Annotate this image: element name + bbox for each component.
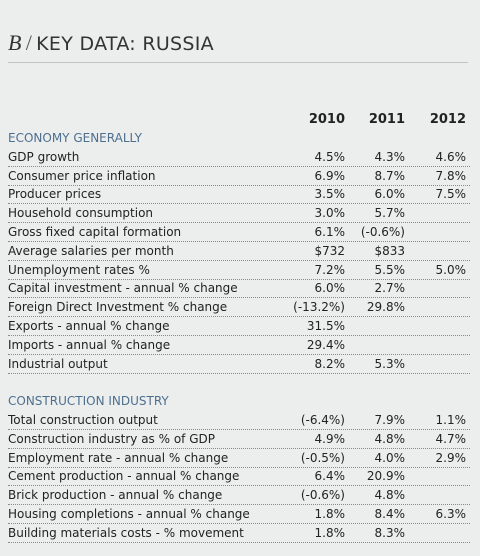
row-label: Gross fixed capital formation bbox=[8, 225, 182, 239]
cell: 4.0% bbox=[374, 450, 406, 465]
title-letter: B bbox=[8, 30, 22, 55]
cell: 4.6% bbox=[435, 149, 467, 164]
row-label: Total construction output bbox=[8, 413, 158, 427]
row-rule bbox=[8, 185, 470, 205]
row-rule bbox=[8, 524, 470, 543]
cell: 5.0% bbox=[435, 262, 467, 277]
cell: 4.3% bbox=[374, 149, 406, 164]
cell: 5.3% bbox=[374, 356, 406, 371]
column-header: 2010 bbox=[308, 112, 345, 127]
cell: 8.2% bbox=[314, 356, 346, 371]
row-label: Average salaries per month bbox=[8, 243, 174, 258]
cell: (-0.5%) bbox=[300, 450, 345, 465]
cell: 20.9% bbox=[366, 469, 405, 484]
row-rule bbox=[8, 148, 470, 167]
cell: 6.0% bbox=[374, 187, 406, 202]
row-rule bbox=[8, 355, 470, 374]
section-heading: ECONOMY GENERALLY bbox=[8, 131, 142, 145]
cell: 31.5% bbox=[306, 319, 345, 333]
cell: (-0.6%) bbox=[300, 488, 345, 503]
row-rule bbox=[8, 505, 470, 524]
row-rule bbox=[8, 242, 470, 261]
cell: 8.4% bbox=[374, 507, 406, 521]
cell: 5.7% bbox=[374, 206, 406, 221]
section-heading: CONSTRUCTION INDUSTRY bbox=[8, 394, 169, 409]
row-label: Unemployment rates % bbox=[8, 262, 150, 277]
row-rule bbox=[8, 467, 470, 487]
row-label: Foreign Direct Investment % change bbox=[8, 300, 228, 315]
row-rule bbox=[8, 430, 470, 449]
row-rule bbox=[8, 449, 470, 468]
cell: 7.5% bbox=[435, 187, 467, 202]
row-label: Housing completions - annual % change bbox=[8, 507, 250, 521]
row-label: Industrial output bbox=[8, 356, 108, 371]
cell: 29.4% bbox=[306, 337, 345, 352]
cell: 3.5% bbox=[314, 187, 346, 202]
cell: (-0.6%) bbox=[360, 225, 405, 239]
row-label: GDP growth bbox=[8, 149, 80, 164]
row-label: Construction industry as % of GDP bbox=[8, 431, 215, 446]
cell: 6.4% bbox=[314, 469, 346, 484]
column-header: 2011 bbox=[368, 112, 405, 127]
row-rule bbox=[8, 411, 470, 430]
cell: 2.7% bbox=[374, 281, 406, 296]
cell: 3.0% bbox=[314, 206, 346, 221]
row-label: Exports - annual % change bbox=[8, 319, 170, 333]
row-label: Employment rate - annual % change bbox=[8, 450, 229, 465]
row-rule bbox=[8, 336, 470, 355]
cell: 1.1% bbox=[435, 413, 467, 427]
cell: 6.0% bbox=[314, 281, 346, 296]
cell: 6.3% bbox=[435, 507, 467, 521]
title-rule bbox=[8, 62, 468, 63]
cell: $833 bbox=[374, 243, 405, 258]
cell: 1.8% bbox=[314, 507, 346, 521]
cell: 1.8% bbox=[314, 525, 346, 540]
row-label: Capital investment - annual % change bbox=[8, 281, 238, 296]
row-label: Producer prices bbox=[8, 187, 102, 202]
cell: 6.1% bbox=[314, 225, 346, 239]
cell: 4.8% bbox=[374, 488, 406, 503]
cell: 6.9% bbox=[314, 168, 346, 183]
row-label: Building materials costs - % movement bbox=[8, 525, 244, 540]
title-separator: / bbox=[25, 30, 33, 55]
cell: 5.5% bbox=[374, 262, 406, 277]
cell: 7.8% bbox=[435, 168, 467, 183]
cell: 4.9% bbox=[314, 431, 346, 446]
column-header: 2012 bbox=[429, 112, 466, 127]
cell: (-13.2%) bbox=[293, 300, 345, 315]
cell: 4.7% bbox=[435, 431, 467, 446]
cell: 4.8% bbox=[374, 431, 406, 446]
row-rule bbox=[8, 167, 470, 186]
cell: 8.3% bbox=[374, 525, 406, 540]
row-label: Imports - annual % change bbox=[8, 337, 171, 352]
row-label: Brick production - annual % change bbox=[8, 488, 223, 503]
cell: $732 bbox=[314, 243, 345, 258]
cell: 7.2% bbox=[314, 262, 346, 277]
row-label: Household consumption bbox=[8, 206, 154, 221]
row-rule bbox=[8, 279, 470, 299]
title-text: KEY DATA: RUSSIA bbox=[36, 33, 214, 55]
row-rule bbox=[8, 223, 470, 242]
title: B / KEY DATA: RUSSIA bbox=[8, 30, 214, 56]
row-rule bbox=[8, 261, 470, 280]
row-label: Consumer price inflation bbox=[8, 168, 156, 183]
row-label: Cement production - annual % change bbox=[8, 469, 240, 484]
cell: 8.7% bbox=[374, 168, 406, 183]
cell: (-6.4%) bbox=[300, 413, 345, 427]
row-rule bbox=[8, 204, 470, 224]
cell: 4.5% bbox=[314, 149, 346, 164]
row-rule bbox=[8, 486, 470, 506]
row-rule bbox=[8, 298, 470, 318]
cell: 2.9% bbox=[435, 450, 467, 465]
cell: 7.9% bbox=[374, 413, 406, 427]
row-rule bbox=[8, 317, 470, 336]
cell: 29.8% bbox=[366, 300, 405, 315]
